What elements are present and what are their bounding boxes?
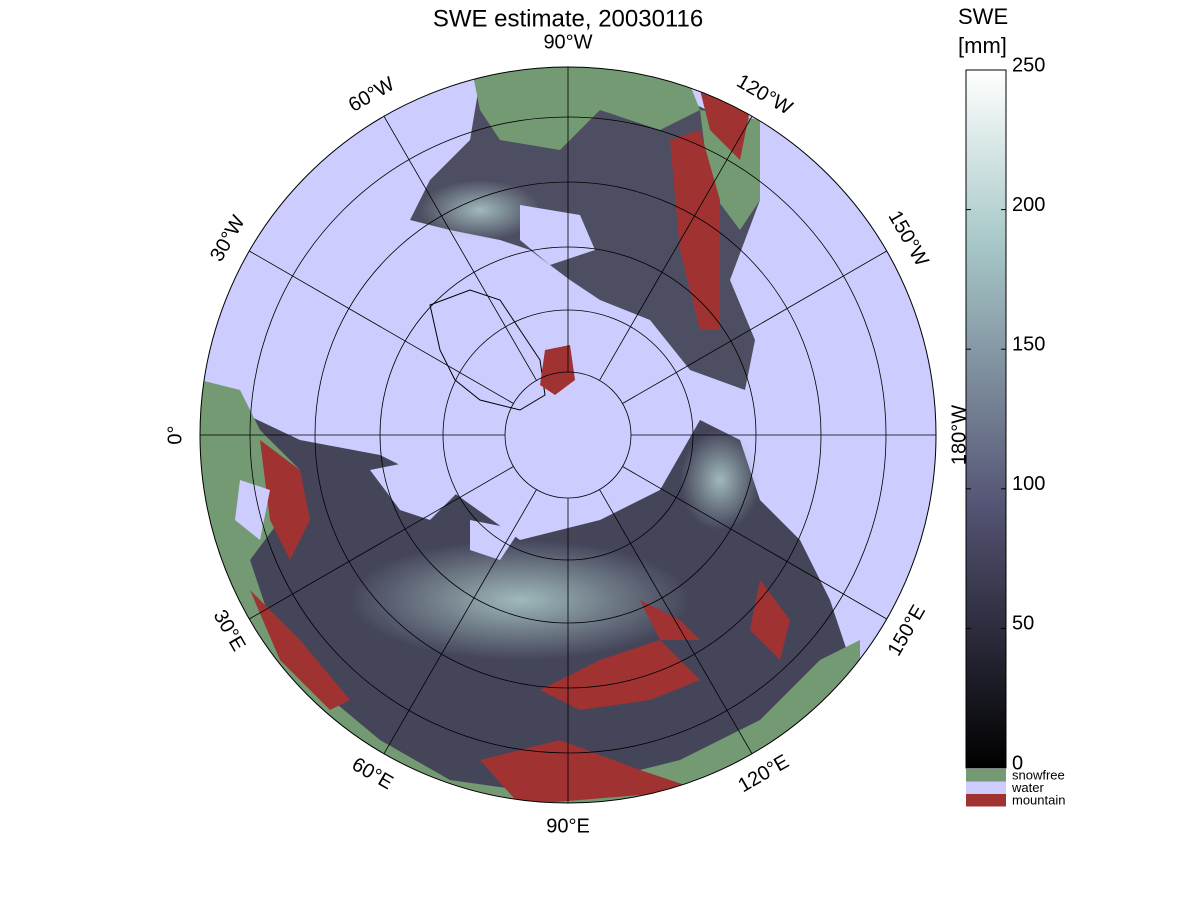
colorbar-tick-label: 100 [1012,473,1045,495]
meridian-label: 180°W [948,405,970,465]
legend-label: water [1011,780,1044,795]
sea [235,460,520,560]
meridian-label: 30°E [209,606,250,655]
swe-high [350,540,690,660]
meridian [249,466,514,620]
meridian-label: 30°W [206,212,250,266]
map-edge [199,66,937,804]
meridian [622,466,887,620]
meridian-label: 60°E [348,753,397,794]
meridian [599,489,753,754]
meridian-label: 0° [164,425,186,444]
meridian-label: 90°W [543,31,592,53]
mountain-area [540,345,575,395]
colorbar-label: [mm] [958,33,1007,58]
mountain-area [250,440,790,803]
legend-swatch [966,781,1006,794]
swe-high [420,180,540,240]
colorbar-tick-label: 150 [1012,333,1045,355]
meridian [622,250,887,404]
sea [520,205,595,265]
swe-high [680,430,760,530]
colorbar-tick-label: 0 [1012,752,1023,774]
chart-title: SWE estimate, 20030116 [433,5,703,32]
meridian [599,116,753,381]
colorbar-tick-label: 200 [1012,194,1045,216]
meridian [383,489,537,754]
meridian [249,250,514,404]
legend-swatch [966,794,1006,807]
legend-swatch [966,769,1006,782]
meridian-label: 60°W [345,73,399,117]
colorbar-tick-label: 250 [1012,54,1045,76]
map [200,67,936,803]
meridian [383,116,537,381]
greenland-outline [429,289,546,411]
snowfree-area [470,67,760,230]
legend-label: snowfree [1012,767,1065,782]
meridian-label: 90°E [546,815,590,837]
colorbar [965,69,1007,769]
legend-label: mountain [1012,792,1065,807]
colorbar-axis: 0 50 100 150 200 250 SWE [mm] [958,4,1045,774]
colorbar-tick-label: 50 [1012,613,1034,635]
mountain-area [670,90,750,330]
graticule [200,67,936,803]
colorbar-label: SWE [958,4,1008,29]
